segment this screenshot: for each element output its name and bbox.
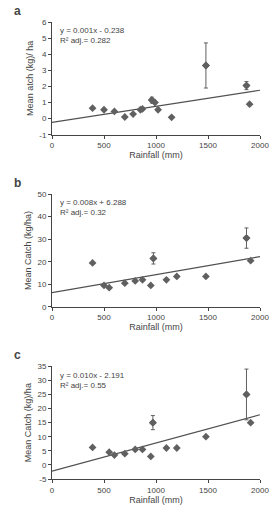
svg-text:Mean Catch (kg/ha): Mean Catch (kg/ha) xyxy=(23,211,33,290)
svg-text:30: 30 xyxy=(37,376,46,385)
svg-text:2: 2 xyxy=(42,82,47,91)
svg-text:40: 40 xyxy=(37,212,46,221)
svg-text:500: 500 xyxy=(97,486,111,495)
svg-text:Mean Catch (kg)/ha: Mean Catch (kg)/ha xyxy=(23,383,33,462)
svg-text:5: 5 xyxy=(42,34,47,43)
svg-text:0: 0 xyxy=(50,141,55,150)
svg-text:Mean atch (kg)/ ha: Mean atch (kg)/ ha xyxy=(25,41,35,116)
svg-text:20: 20 xyxy=(37,258,46,267)
svg-text:500: 500 xyxy=(97,141,111,150)
svg-text:0: 0 xyxy=(42,461,47,470)
svg-text:35: 35 xyxy=(37,362,46,371)
svg-text:-1: -1 xyxy=(39,131,47,140)
svg-text:y = 0.008x + 6.288R² adj.= 0.3: y = 0.008x + 6.288R² adj.= 0.32 xyxy=(60,198,127,217)
svg-text:y = 0.001x - 0.238R² adj.= 0.2: y = 0.001x - 0.238R² adj.= 0.282 xyxy=(60,26,125,45)
svg-text:Rainfall (mm): Rainfall (mm) xyxy=(129,495,183,505)
svg-text:15: 15 xyxy=(37,418,46,427)
svg-text:30: 30 xyxy=(37,235,46,244)
svg-text:50: 50 xyxy=(37,190,46,199)
svg-text:25: 25 xyxy=(37,390,46,399)
svg-text:20: 20 xyxy=(37,404,46,413)
svg-text:1: 1 xyxy=(42,98,47,107)
svg-text:a: a xyxy=(14,4,21,18)
svg-text:0: 0 xyxy=(50,313,55,322)
svg-text:2000: 2000 xyxy=(251,313,269,322)
svg-text:Rainfall (mm): Rainfall (mm) xyxy=(129,322,183,332)
svg-text:2000: 2000 xyxy=(251,141,269,150)
svg-text:y = 0.010x - 2.191R² adj.= 0.5: y = 0.010x - 2.191R² adj.= 0.55 xyxy=(60,371,125,390)
svg-text:10: 10 xyxy=(37,433,46,442)
svg-text:0: 0 xyxy=(42,303,47,312)
svg-text:1500: 1500 xyxy=(199,313,217,322)
svg-text:1000: 1000 xyxy=(147,141,165,150)
svg-text:5: 5 xyxy=(42,447,47,456)
svg-text:0: 0 xyxy=(42,114,47,123)
svg-text:10: 10 xyxy=(37,280,46,289)
svg-text:b: b xyxy=(14,176,21,190)
svg-text:0: 0 xyxy=(50,486,55,495)
svg-text:1000: 1000 xyxy=(147,313,165,322)
svg-text:c: c xyxy=(14,348,21,362)
svg-text:6: 6 xyxy=(42,18,47,27)
svg-text:3: 3 xyxy=(42,66,47,75)
svg-text:4: 4 xyxy=(42,50,47,59)
svg-text:2000: 2000 xyxy=(251,486,269,495)
svg-text:Rainfall (mm): Rainfall (mm) xyxy=(129,150,183,160)
svg-text:500: 500 xyxy=(97,313,111,322)
svg-text:1500: 1500 xyxy=(199,486,217,495)
svg-text:-5: -5 xyxy=(39,475,47,484)
svg-text:1500: 1500 xyxy=(199,141,217,150)
svg-text:1000: 1000 xyxy=(147,486,165,495)
